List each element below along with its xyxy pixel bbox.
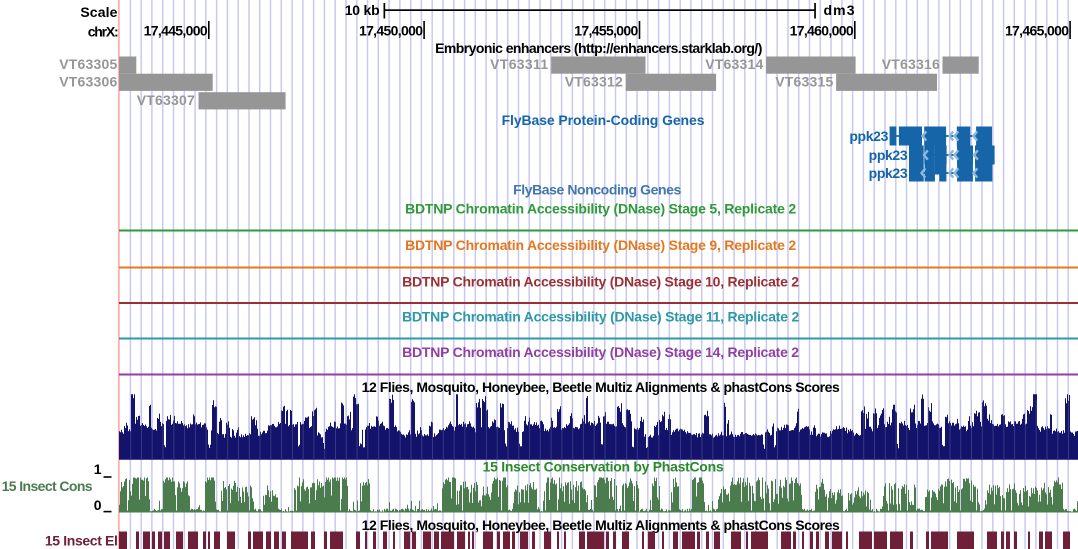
svg-text:VT63312: VT63312 (565, 73, 623, 89)
svg-text:BDTNP Chromatin Accessibility: BDTNP Chromatin Accessibility (DNase) St… (402, 344, 799, 360)
svg-text:BDTNP Chromatin Accessibility: BDTNP Chromatin Accessibility (DNase) St… (405, 200, 796, 216)
svg-text:VT63307: VT63307 (137, 92, 195, 108)
svg-text:17,455,000: 17,455,000 (574, 23, 638, 39)
svg-text:17,450,000: 17,450,000 (359, 23, 423, 39)
svg-text:VT63315: VT63315 (775, 73, 833, 89)
svg-text:VT63306: VT63306 (59, 73, 117, 89)
svg-text:FlyBase Noncoding Genes: FlyBase Noncoding Genes (513, 182, 681, 198)
svg-text:0: 0 (94, 497, 102, 513)
svg-text:BDTNP Chromatin Accessibility: BDTNP Chromatin Accessibility (DNase) St… (402, 309, 799, 325)
svg-text:FlyBase Protein-Coding Genes: FlyBase Protein-Coding Genes (502, 112, 705, 128)
svg-text:Scale: Scale (80, 4, 117, 20)
svg-text:VT63305: VT63305 (59, 56, 117, 72)
svg-text:Embryonic enhancers (http://en: Embryonic enhancers (http://enhancers.st… (435, 40, 762, 56)
svg-text:VT63311: VT63311 (490, 56, 548, 72)
svg-text:12 Flies, Mosquito, Honeybee,: 12 Flies, Mosquito, Honeybee, Beetle Mul… (362, 517, 840, 533)
svg-text:12 Flies, Mosquito, Honeybee,: 12 Flies, Mosquito, Honeybee, Beetle Mul… (362, 379, 840, 395)
svg-text:17,465,000: 17,465,000 (1005, 23, 1069, 39)
svg-text:VT63316: VT63316 (882, 56, 940, 72)
svg-text:chrX:: chrX: (88, 24, 118, 40)
svg-text:1: 1 (94, 461, 102, 477)
svg-text:ppk23: ppk23 (849, 128, 888, 144)
svg-text:10 kb: 10 kb (345, 2, 380, 18)
svg-text:ppk23: ppk23 (869, 147, 908, 163)
svg-text:dm3: dm3 (824, 2, 856, 18)
svg-text:VT63314: VT63314 (705, 56, 763, 72)
svg-text:15 Insect Cons: 15 Insect Cons (2, 478, 93, 494)
svg-text:ppk23: ppk23 (869, 165, 908, 181)
svg-text:BDTNP Chromatin Accessibility: BDTNP Chromatin Accessibility (DNase) St… (402, 274, 799, 290)
svg-text:17,460,000: 17,460,000 (790, 23, 854, 39)
svg-text:17,445,000: 17,445,000 (144, 23, 208, 39)
svg-text:BDTNP Chromatin Accessibility: BDTNP Chromatin Accessibility (DNase) St… (405, 237, 796, 253)
svg-text:15 Insect Conservation by Phas: 15 Insect Conservation by PhastCons (483, 459, 724, 475)
svg-text:15 Insect El: 15 Insect El (45, 533, 118, 549)
